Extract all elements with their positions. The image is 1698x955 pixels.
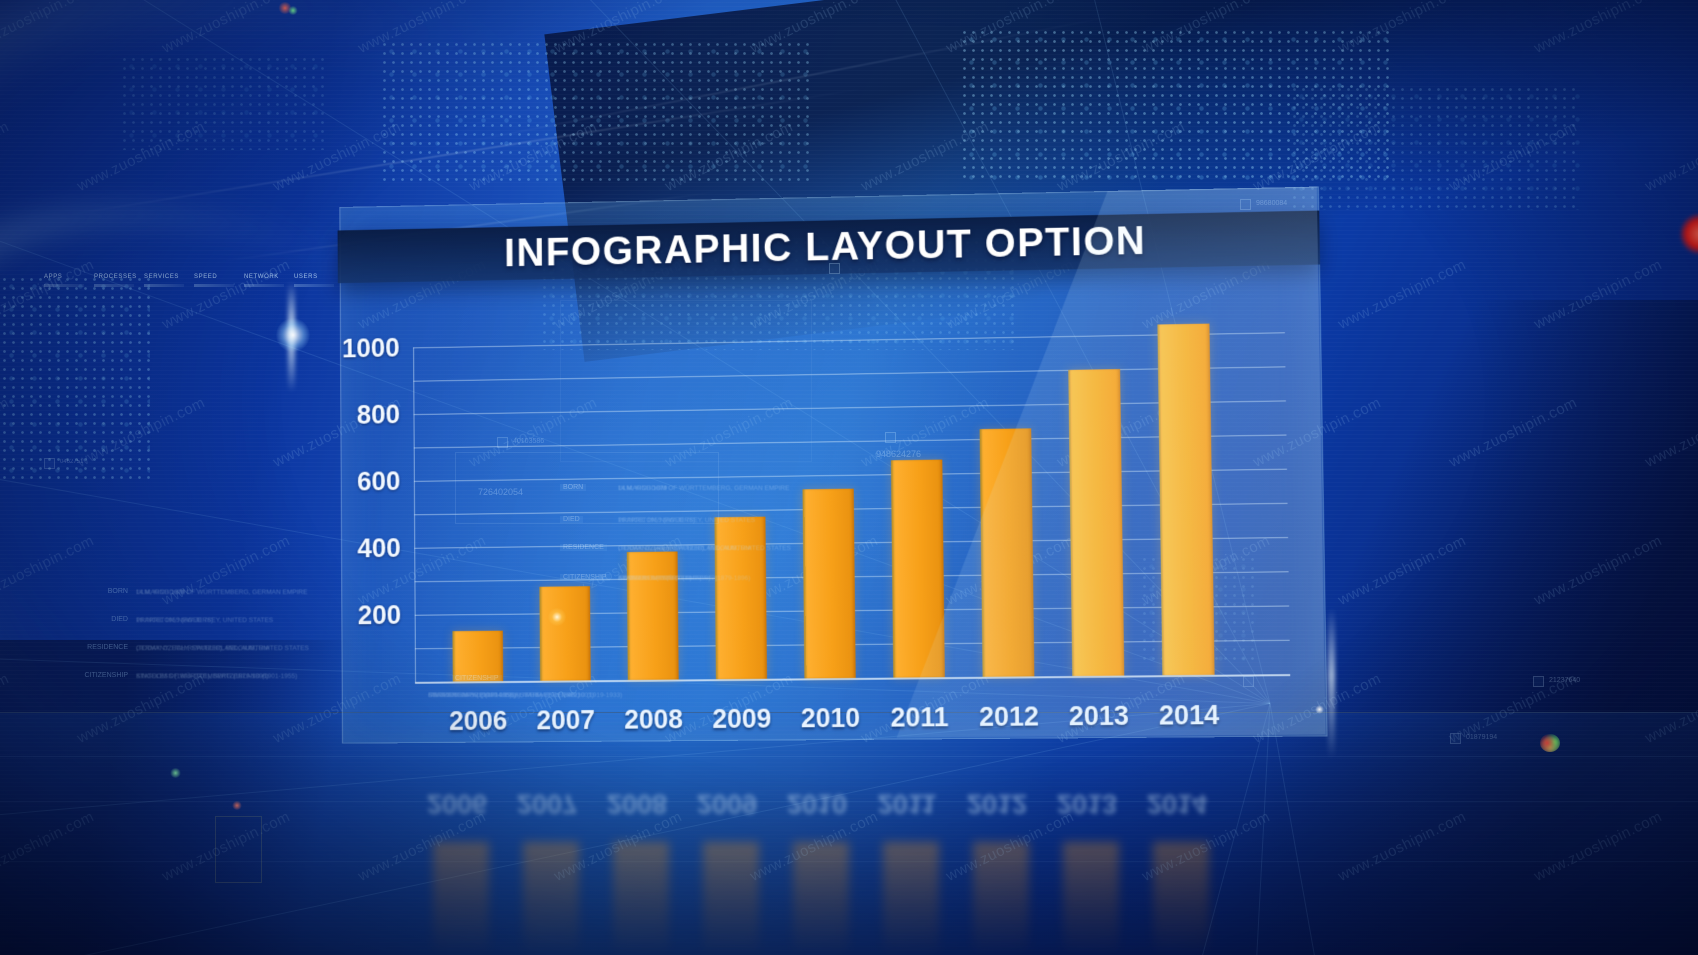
hud-note-number: 948624276 xyxy=(876,449,921,459)
hud-note-number: 21237640 xyxy=(1549,677,1580,684)
sparkle-rainbow xyxy=(1540,734,1560,752)
hud-checkbox xyxy=(829,263,840,274)
sparkle-green xyxy=(170,768,181,778)
broadcast-infographic-frame: 2006 2007 2008 2009 2010 2011 2012 2013 2014 www… xyxy=(0,0,1698,955)
hud-field-label: RESIDENCE xyxy=(40,644,128,651)
hud-field-label: CITIZENSHIP xyxy=(40,672,128,679)
hud-metric-bar xyxy=(144,284,184,287)
hud-checkbox xyxy=(497,437,508,448)
lens-flare xyxy=(276,318,310,352)
hud-field-label: BORN xyxy=(40,588,128,595)
hud-metric-services: SERVICES xyxy=(144,274,179,280)
hud-metric-network: NETWORK xyxy=(244,274,279,280)
hud-metric-bar xyxy=(244,284,284,287)
hud-note-number: 01879194 xyxy=(1466,734,1497,741)
sparkle-red xyxy=(232,801,242,810)
hud-metric-apps: APPS xyxy=(44,274,62,280)
hud-note-number: 40103586 xyxy=(513,438,544,445)
hud-checkbox xyxy=(1450,733,1461,744)
hud-checkbox xyxy=(1533,676,1544,687)
hud-metric-bar xyxy=(194,284,234,287)
hud-checkbox xyxy=(1243,676,1254,687)
hud-metric-bar xyxy=(94,284,134,287)
hud-decoration-layer: APPS PROCESSES SERVICES SPEED NETWORK USERS BO… xyxy=(0,0,1698,955)
hud-note-number: 0462751 xyxy=(60,459,83,465)
hud-checkbox xyxy=(1240,199,1251,210)
sparkle-green xyxy=(288,6,298,15)
sparkle-white xyxy=(1315,705,1324,714)
hud-frame xyxy=(560,300,812,462)
hud-metric-users: USERS xyxy=(294,274,318,280)
hud-metric-bar xyxy=(294,284,334,287)
hud-metric-processes: PROCESSES xyxy=(94,274,137,280)
hud-field-label: DIED xyxy=(40,616,128,623)
sparkle-on-bar xyxy=(548,608,566,626)
hud-note-number: 98680084 xyxy=(1256,200,1287,207)
hud-frame xyxy=(455,452,719,524)
lens-streak-vertical xyxy=(1328,608,1335,758)
hud-metric-speed: SPEED xyxy=(194,274,217,280)
hud-checkbox xyxy=(44,458,55,469)
hud-checkbox xyxy=(885,432,896,443)
hud-metric-bar xyxy=(44,284,84,287)
